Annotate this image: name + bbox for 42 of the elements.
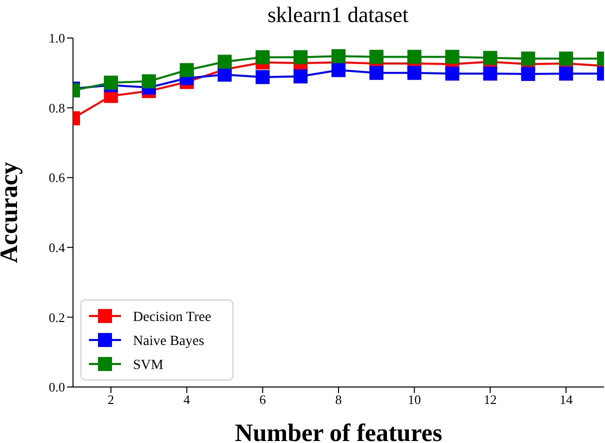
x-tick-label: 8 — [335, 392, 342, 408]
point — [407, 66, 422, 80]
point — [294, 50, 308, 64]
point — [521, 52, 536, 66]
point — [559, 52, 574, 66]
y-axis-title: Accuracy — [0, 161, 23, 264]
point — [256, 50, 270, 64]
y-tick-label: 0.6 — [48, 170, 66, 186]
y-tick-label: 0.2 — [48, 310, 65, 325]
legend-label: Naive Bayes — [133, 334, 204, 349]
x-tick-label: 12 — [484, 392, 497, 408]
x-axis-title: Number of features — [234, 420, 442, 443]
chart-title: sklearn1 dataset — [267, 2, 409, 27]
legend-label: Decision Tree — [133, 310, 212, 325]
point — [521, 66, 536, 81]
x-tick-label: 4 — [184, 392, 191, 408]
point — [445, 66, 460, 81]
point — [142, 74, 156, 88]
point — [218, 68, 232, 82]
point — [407, 50, 422, 64]
y-tick-label: 0.0 — [48, 380, 65, 395]
y-tick-label: 0.8 — [48, 100, 65, 116]
point — [445, 50, 460, 64]
point — [369, 50, 384, 64]
point — [256, 70, 270, 84]
x-tick-label: 2 — [108, 392, 114, 408]
x-tick-label: 10 — [408, 392, 421, 408]
legend-label: SVM — [133, 358, 164, 373]
point — [332, 49, 346, 64]
y-tick-label: 0.4 — [48, 240, 66, 256]
point — [294, 69, 308, 84]
x-tick-label: 6 — [259, 392, 266, 408]
point — [483, 50, 498, 65]
x-tick-label: 14 — [560, 392, 574, 408]
point — [180, 63, 194, 78]
point — [369, 66, 384, 80]
point — [559, 66, 574, 81]
point — [332, 63, 346, 78]
point — [104, 76, 118, 90]
point — [218, 54, 232, 69]
point — [483, 66, 498, 81]
y-tick-label: 1.0 — [48, 30, 65, 46]
